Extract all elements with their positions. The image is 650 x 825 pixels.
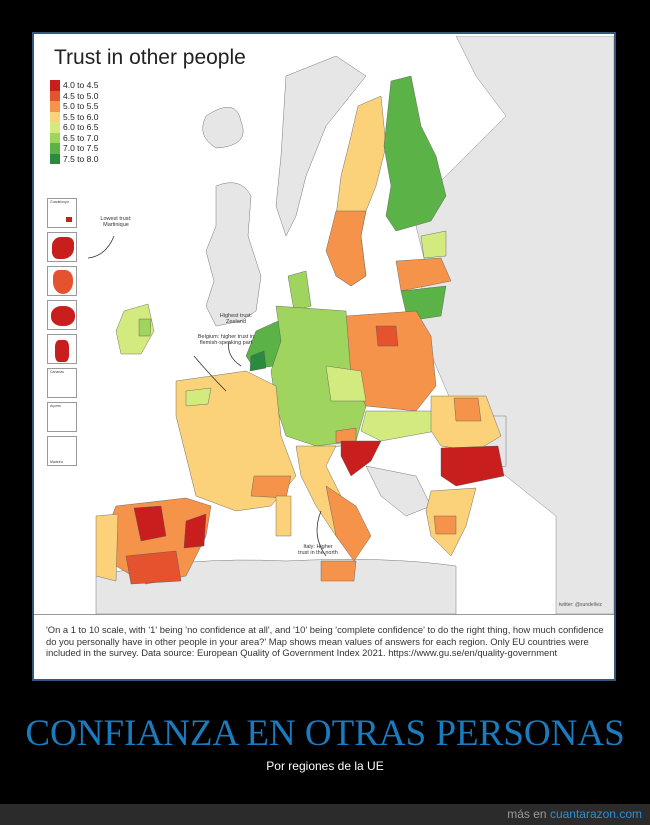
map-frame: Trust in other people 4.0 to 4.5 4.5 to … xyxy=(32,32,616,681)
legend-item: 6.5 to 7.0 xyxy=(50,132,98,143)
credit: twitter: @sundellviz xyxy=(558,602,602,608)
legend-item: 4.5 to 5.0 xyxy=(50,90,98,101)
annotation-highest: Highest trust: Zeeland xyxy=(219,313,253,325)
inset-reunion xyxy=(47,300,77,330)
inset-acores: Açores xyxy=(47,402,77,432)
inset-guadeloupe: Guadeloupe xyxy=(47,198,77,228)
legend-item: 6.0 to 6.5 xyxy=(50,122,98,133)
map-title: Trust in other people xyxy=(54,46,246,69)
divider xyxy=(34,614,614,615)
legend: 4.0 to 4.5 4.5 to 5.0 5.0 to 5.5 5.5 to … xyxy=(50,80,98,164)
legend-item: 7.0 to 7.5 xyxy=(50,143,98,154)
legend-item: 4.0 to 4.5 xyxy=(50,80,98,91)
legend-item: 5.0 to 5.5 xyxy=(50,101,98,112)
map-shapes xyxy=(87,36,614,614)
annotation-italy: Italy: Higher trust in the north xyxy=(298,544,338,556)
post-subtitle: Por regiones de la UE xyxy=(266,759,384,773)
europe-map: Trust in other people 4.0 to 4.5 4.5 to … xyxy=(36,36,614,614)
legend-item: 5.5 to 6.0 xyxy=(50,111,98,122)
footer-text: más en cuantarazon.com xyxy=(507,807,642,821)
site-link[interactable]: cuantarazon.com xyxy=(549,807,642,821)
footer-bar: más en cuantarazon.com xyxy=(0,804,650,825)
inset-guyane xyxy=(47,266,77,296)
inset-martinique xyxy=(47,232,77,262)
legend-item: 7.5 to 8.0 xyxy=(50,153,98,164)
inset-mayotte xyxy=(47,334,77,364)
inset-madeira: Madeira xyxy=(47,436,77,466)
post-title: CONFIANZA EN OTRAS PERSONAS xyxy=(25,713,625,754)
annotation-belgium: Belgium: higher trust in flemish-speakin… xyxy=(197,334,255,346)
inset-canarias: Canarias xyxy=(47,368,77,398)
map-caption: 'On a 1 to 10 scale, with '1' being 'no … xyxy=(46,624,604,658)
annotation-lowest: Lowest trust: Martinique xyxy=(100,216,132,228)
